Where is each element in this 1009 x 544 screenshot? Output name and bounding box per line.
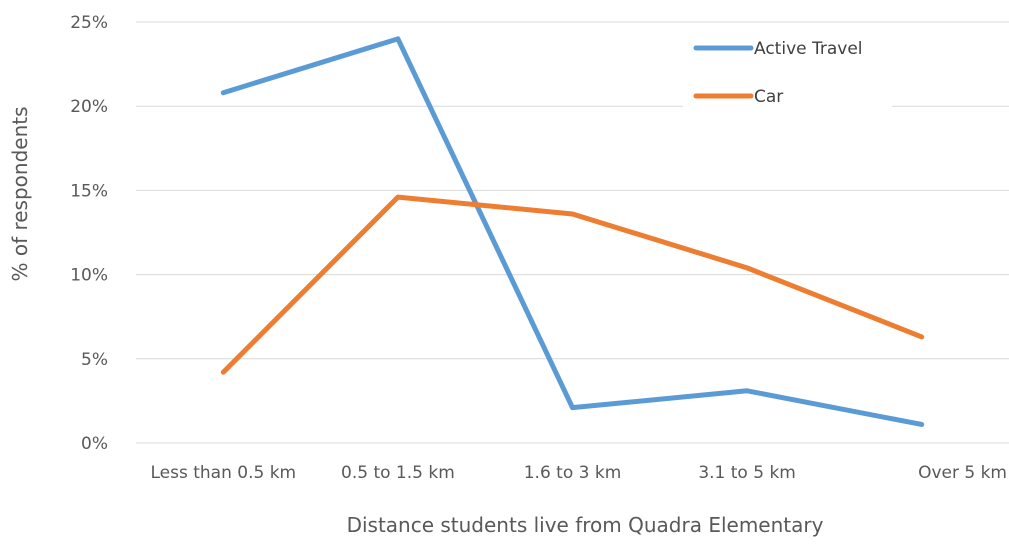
x-tick-label: Over 5 km xyxy=(918,463,1007,483)
x-axis-ticks: Less than 0.5 km 0.5 to 1.5 km 1.6 to 3 km… xyxy=(150,463,1007,483)
y-axis-ticks: 0% 5% 10% 15% 20% 25% xyxy=(70,13,108,454)
legend-label: Car xyxy=(754,87,783,107)
x-axis-title: Distance students live from Quadra Eleme… xyxy=(347,513,824,537)
x-tick-label: 1.6 to 3 km xyxy=(524,463,622,483)
x-tick-label: 3.1 to 5 km xyxy=(698,463,796,483)
series-layer xyxy=(220,36,925,427)
series-line-car xyxy=(220,194,925,375)
y-tick-label: 15% xyxy=(70,181,108,201)
x-tick-label: Less than 0.5 km xyxy=(150,463,296,483)
y-tick-label: 25% xyxy=(70,13,108,33)
y-tick-label: 20% xyxy=(70,97,108,117)
legend-label: Active Travel xyxy=(754,39,863,59)
y-axis-title: % of respondents xyxy=(8,106,32,281)
y-tick-label: 10% xyxy=(70,266,108,286)
series-line-active-travel xyxy=(220,36,925,427)
x-tick-label: 0.5 to 1.5 km xyxy=(341,463,455,483)
gridlines xyxy=(136,21,1009,444)
legend: Active Travel Car xyxy=(693,39,863,107)
y-tick-label: 5% xyxy=(81,350,108,370)
y-tick-label: 0% xyxy=(81,434,108,454)
